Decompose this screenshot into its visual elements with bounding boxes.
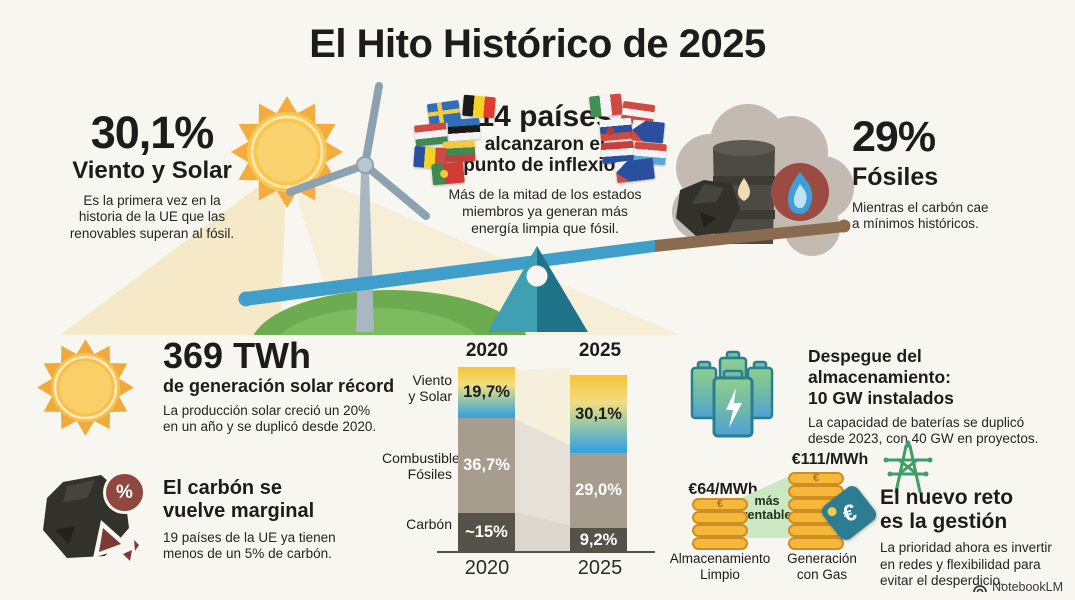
storage-block: Despegue del almacenamiento: 10 GW insta… — [808, 346, 1058, 448]
grid-challenge-block: El nuevo reto es la gestión La prioridad… — [880, 486, 1060, 589]
coal-lump-icon — [676, 180, 740, 236]
bar-segment-label: 9,2% — [579, 530, 618, 549]
storage-desc: La capacidad de baterías se duplicó desd… — [808, 415, 1039, 447]
cost-label-storage: Almacenamiento Limpio — [669, 551, 771, 582]
bar-segment-wind-2020: 19,7% — [458, 367, 515, 418]
grid-challenge-title: El nuevo reto es la gestión — [880, 486, 1014, 533]
chart-bar-2025: 30,1% 29,0% 9,2% — [570, 375, 627, 552]
fossil-stat: 29% Fósiles Mientras el carbón cae a mín… — [852, 116, 1052, 233]
grid-challenge-desc: La prioridad ahora es invertir en redes … — [880, 540, 1052, 588]
bar-segment-label: 36,7% — [463, 456, 510, 474]
bar-segment-fossil-2020: 36,7% — [458, 418, 515, 513]
coal-marginal-block: El carbón se vuelve marginal 19 países d… — [163, 477, 383, 563]
bar-segment-coal-2025: 9,2% — [570, 528, 627, 552]
fulcrum-icon — [488, 246, 588, 332]
tag-hole — [825, 505, 839, 518]
fossil-desc: Mientras el carbón cae a mínimos históri… — [852, 200, 989, 232]
transmission-tower-icon — [883, 440, 933, 494]
coin-icon — [692, 511, 748, 524]
bar-segment-label: 29,0% — [575, 481, 622, 499]
chart-row-label-wind-solar: Viento y Solar — [408, 372, 452, 405]
solar-record-value: 369 TWh — [163, 335, 312, 376]
euro-symbol: € — [812, 472, 820, 484]
seesaw-beam-icon — [238, 219, 851, 307]
chart-x-axis — [437, 551, 655, 553]
chart-flow-bands — [515, 368, 570, 552]
sun-icon — [37, 339, 134, 436]
coin-icon: € — [788, 472, 844, 485]
bar-segment-fossil-2025: 29,0% — [570, 453, 627, 528]
flame-icon — [771, 163, 829, 221]
cost-label-gas: Generación con Gas — [787, 551, 857, 582]
flag-estonia-icon — [447, 117, 481, 142]
solar-record-label: de generación solar récord — [163, 376, 395, 396]
wind-solar-desc: Es la primera vez en la historia de la U… — [69, 193, 235, 241]
watermark: NotebookLM — [972, 580, 1063, 594]
tipping-desc: Más de la mitad de los estados miembros … — [448, 185, 642, 236]
bar-segment-label: 19,7% — [463, 383, 510, 401]
percent-badge: % — [103, 471, 146, 514]
solar-record-block: 369 TWh de generación solar récord La pr… — [163, 338, 423, 436]
notebooklm-logo-icon — [973, 584, 988, 592]
flag-italy-icon — [588, 93, 624, 118]
coin-icon — [692, 537, 748, 550]
wind-solar-label: Viento y Solar — [72, 157, 232, 184]
sun-icon — [231, 96, 343, 208]
chart-column-header-2025: 2025 — [578, 340, 622, 361]
cost-value-gas: €111/MWh — [791, 451, 869, 468]
euro-symbol: € — [716, 498, 724, 510]
profitability-label: más rentable — [742, 494, 792, 523]
tipping-point-block: 14 países alcanzaron el punto de inflexi… — [428, 102, 662, 237]
coin-icon: € — [692, 498, 748, 511]
bar-segment-wind-2025: 30,1% — [570, 375, 627, 453]
page-title: El Hito Histórico de 2025 — [309, 22, 766, 66]
oil-drop-icon — [737, 178, 751, 201]
flag-portugal-icon — [431, 161, 465, 186]
bar-segment-label: ~15% — [465, 523, 508, 541]
battery-stack-icon — [690, 350, 774, 438]
green-hill-icon — [253, 290, 527, 335]
chart-row-label-coal: Carbón — [406, 516, 452, 532]
fossil-value: 29% — [852, 113, 936, 161]
bar-segment-coal-2020: ~15% — [458, 513, 515, 552]
watermark-text: NotebookLM — [992, 580, 1063, 594]
bar-segment-label: 30,1% — [575, 404, 622, 423]
coin-icon — [788, 537, 844, 550]
chart-x-tick-2020: 2020 — [464, 557, 510, 579]
wind-solar-value: 30,1% — [90, 107, 215, 158]
flag-slovakia-icon — [599, 117, 633, 142]
coal-marginal-desc: 19 países de la UE ya tienen menos de un… — [163, 530, 336, 562]
fossil-label: Fósiles — [852, 163, 939, 191]
flag-czechia-icon — [630, 119, 666, 144]
solar-record-desc: La producción solar creció un 20% en un … — [163, 403, 377, 435]
storage-title: Despegue del almacenamiento: 10 GW insta… — [808, 346, 954, 408]
wind-turbine-icon — [286, 82, 430, 332]
wind-solar-stat: 30,1% Viento y Solar Es la primera vez e… — [33, 110, 271, 242]
chart-column-header-2020: 2020 — [465, 340, 509, 361]
chart-bar-2020: 19,7% 36,7% ~15% — [458, 367, 515, 552]
sun-beam-icon — [60, 165, 287, 335]
seesaw-illustration — [60, 82, 854, 335]
coal-marginal-title: El carbón se vuelve marginal — [163, 477, 315, 522]
flag-lithuania-icon — [442, 140, 476, 163]
lightning-bolt-icon — [726, 388, 742, 428]
flag-belgium-icon — [462, 94, 496, 119]
chart-x-tick-2025: 2025 — [577, 557, 623, 579]
euro-symbol: € — [838, 498, 859, 527]
chart-row-label-fossil: Combustibles Fósiles — [382, 450, 467, 483]
cost-value-storage: €64/MWh — [688, 481, 758, 498]
coin-icon — [692, 524, 748, 537]
